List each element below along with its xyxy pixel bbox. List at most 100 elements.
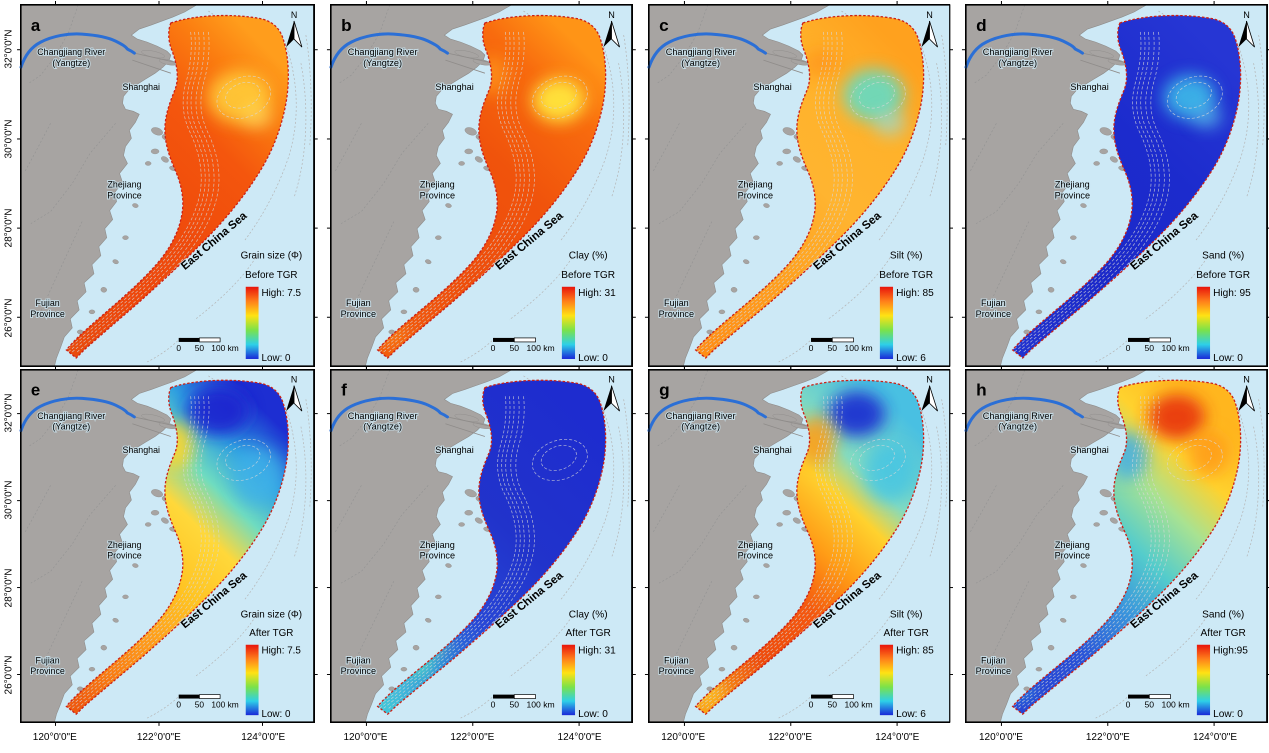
svg-text:50: 50 bbox=[1145, 699, 1155, 709]
svg-text:N: N bbox=[608, 375, 615, 385]
interpolation-patch bbox=[532, 78, 585, 123]
changjiang-river-line bbox=[19, 32, 136, 69]
svg-text:100 km: 100 km bbox=[844, 343, 872, 353]
map-panel-g: Changjiang River (Yangtze) Shanghai Zhej… bbox=[635, 366, 954, 751]
longitude-label: 124°0'0"E bbox=[875, 732, 920, 743]
map-border bbox=[330, 4, 633, 367]
scale-bar: 0 50 100 km bbox=[176, 337, 239, 353]
longitude-label: 124°0'0"E bbox=[241, 732, 286, 743]
north-arrow: N bbox=[603, 10, 620, 48]
interpolation-patch bbox=[842, 69, 904, 122]
svg-text:50: 50 bbox=[827, 343, 837, 353]
legend-period: Before TGR bbox=[1197, 270, 1251, 281]
map-border bbox=[20, 369, 315, 723]
study-area-boundary bbox=[694, 14, 924, 359]
legend-period: Before TGR bbox=[245, 270, 297, 281]
study-area-boundary bbox=[376, 14, 607, 359]
legend-period: Before TGR bbox=[879, 270, 933, 281]
legend-low-label: Low: 0 bbox=[578, 353, 608, 364]
longitude-label: 120°0'0"E bbox=[661, 732, 706, 743]
scale-bar: 0 50 100 km bbox=[1126, 337, 1190, 353]
legend-high-label: High: 85 bbox=[896, 646, 934, 657]
legend-low-label: Low: 0 bbox=[262, 709, 292, 720]
map-canvas-e: Changjiang River (Yangtze) Shanghai Zhej… bbox=[17, 366, 318, 726]
longitude-label: 120°0'0"E bbox=[343, 732, 388, 743]
latitude-label: 28°0'0"N bbox=[3, 208, 15, 248]
legend-period: After TGR bbox=[565, 628, 610, 639]
study-area-boundary bbox=[694, 379, 924, 716]
legend-colorbar bbox=[561, 286, 575, 359]
legend-title: Grain size (Φ) bbox=[241, 251, 303, 262]
svg-text:N: N bbox=[291, 10, 297, 20]
changjiang-river-line bbox=[329, 32, 449, 69]
scale-bar: 0 50 100 km bbox=[490, 694, 554, 709]
interpolation-patch bbox=[186, 386, 250, 436]
svg-text:N: N bbox=[926, 375, 933, 385]
study-area-boundary bbox=[65, 379, 289, 716]
legend-low-label: Low: 0 bbox=[578, 709, 608, 720]
longitude-label: 120°0'0"E bbox=[32, 732, 77, 743]
river-label: (Yangtze) bbox=[52, 58, 90, 68]
north-arrow: N bbox=[1238, 10, 1256, 48]
legend-period: After TGR bbox=[249, 628, 293, 639]
province-label: Province bbox=[419, 551, 454, 561]
city-label: Shanghai bbox=[753, 445, 791, 455]
map-panel-e: 32°0'0"N 30°0'0"N 28°0'0"N 26°0'0"N Chan… bbox=[0, 366, 318, 751]
legend-colorbar bbox=[1197, 286, 1211, 359]
legend-colorbar bbox=[1197, 644, 1211, 716]
map-panel-c: Changjiang River (Yangtze) Shanghai Zhej… bbox=[635, 0, 954, 371]
legend-colorbar bbox=[561, 644, 575, 716]
province-label: Province bbox=[340, 309, 375, 319]
interpolated-surface bbox=[66, 15, 289, 358]
study-area-boundary bbox=[376, 379, 607, 716]
north-arrow: N bbox=[286, 375, 303, 412]
interpolated-surface bbox=[695, 380, 924, 715]
latitude-label: 32°0'0"N bbox=[3, 29, 15, 69]
latitude-axis: 32°0'0"N 30°0'0"N 28°0'0"N 26°0'0"N bbox=[0, 4, 20, 367]
map-border bbox=[647, 369, 950, 723]
longitude-axis: 120°0'0"E 122°0'0"E 124°0'0"E bbox=[648, 725, 951, 751]
svg-text:0: 0 bbox=[490, 343, 495, 353]
province-label: Fujian bbox=[36, 298, 60, 308]
land-area bbox=[648, 369, 830, 723]
river-label: Changjiang River bbox=[983, 411, 1053, 421]
legend-low-label: Low: 6 bbox=[896, 709, 926, 720]
city-label: Shanghai bbox=[123, 445, 160, 455]
legend-period: Before TGR bbox=[561, 270, 615, 281]
legend-colorbar bbox=[245, 644, 259, 716]
legend: Clay (%) Before TGR High: 31 Low: 0 bbox=[561, 251, 616, 364]
study-area-boundary bbox=[65, 14, 289, 359]
map-panel-a: 32°0'0"N 30°0'0"N 28°0'0"N 26°0'0"N Chan… bbox=[0, 0, 318, 371]
map-panel-h: Changjiang River (Yangtze) Shanghai Zhej… bbox=[953, 366, 1269, 751]
province-label: Province bbox=[107, 190, 142, 200]
interpolation-patch bbox=[864, 443, 915, 502]
legend: Sand (%) After TGR High:95 Low: 0 bbox=[1197, 610, 1249, 720]
river-label: Changjiang River bbox=[37, 411, 105, 421]
latitude-label: 30°0'0"N bbox=[3, 119, 15, 159]
panel-letter: h bbox=[976, 381, 987, 400]
frame-ticks bbox=[326, 366, 636, 726]
svg-text:N: N bbox=[926, 10, 933, 20]
province-label: Fujian bbox=[346, 655, 371, 665]
interpolation-patch bbox=[827, 391, 885, 437]
panel-letter: f bbox=[341, 381, 347, 400]
scale-bar: 0 50 100 km bbox=[1126, 694, 1190, 709]
latitude-label: 28°0'0"N bbox=[3, 568, 15, 608]
svg-text:N: N bbox=[1243, 375, 1250, 385]
latitude-label: 30°0'0"N bbox=[3, 480, 15, 520]
river-label: Changjiang River bbox=[348, 411, 418, 421]
legend-low-label: Low: 6 bbox=[896, 353, 926, 364]
legend-title: Clay (%) bbox=[569, 610, 608, 621]
river-label: Changjiang River bbox=[983, 47, 1053, 57]
svg-text:50: 50 bbox=[827, 699, 837, 709]
legend-title: Clay (%) bbox=[569, 251, 608, 262]
longitude-label: 122°0'0"E bbox=[136, 732, 181, 743]
islands bbox=[388, 413, 496, 691]
svg-text:100 km: 100 km bbox=[526, 699, 554, 709]
legend-high-label: High: 85 bbox=[896, 288, 934, 299]
scale-bar: 0 50 100 km bbox=[808, 337, 872, 353]
province-label: Fujian bbox=[981, 655, 1006, 665]
legend-colorbar bbox=[879, 644, 893, 716]
interpolated-surface bbox=[377, 15, 606, 358]
river-label: Changjiang River bbox=[665, 411, 735, 421]
